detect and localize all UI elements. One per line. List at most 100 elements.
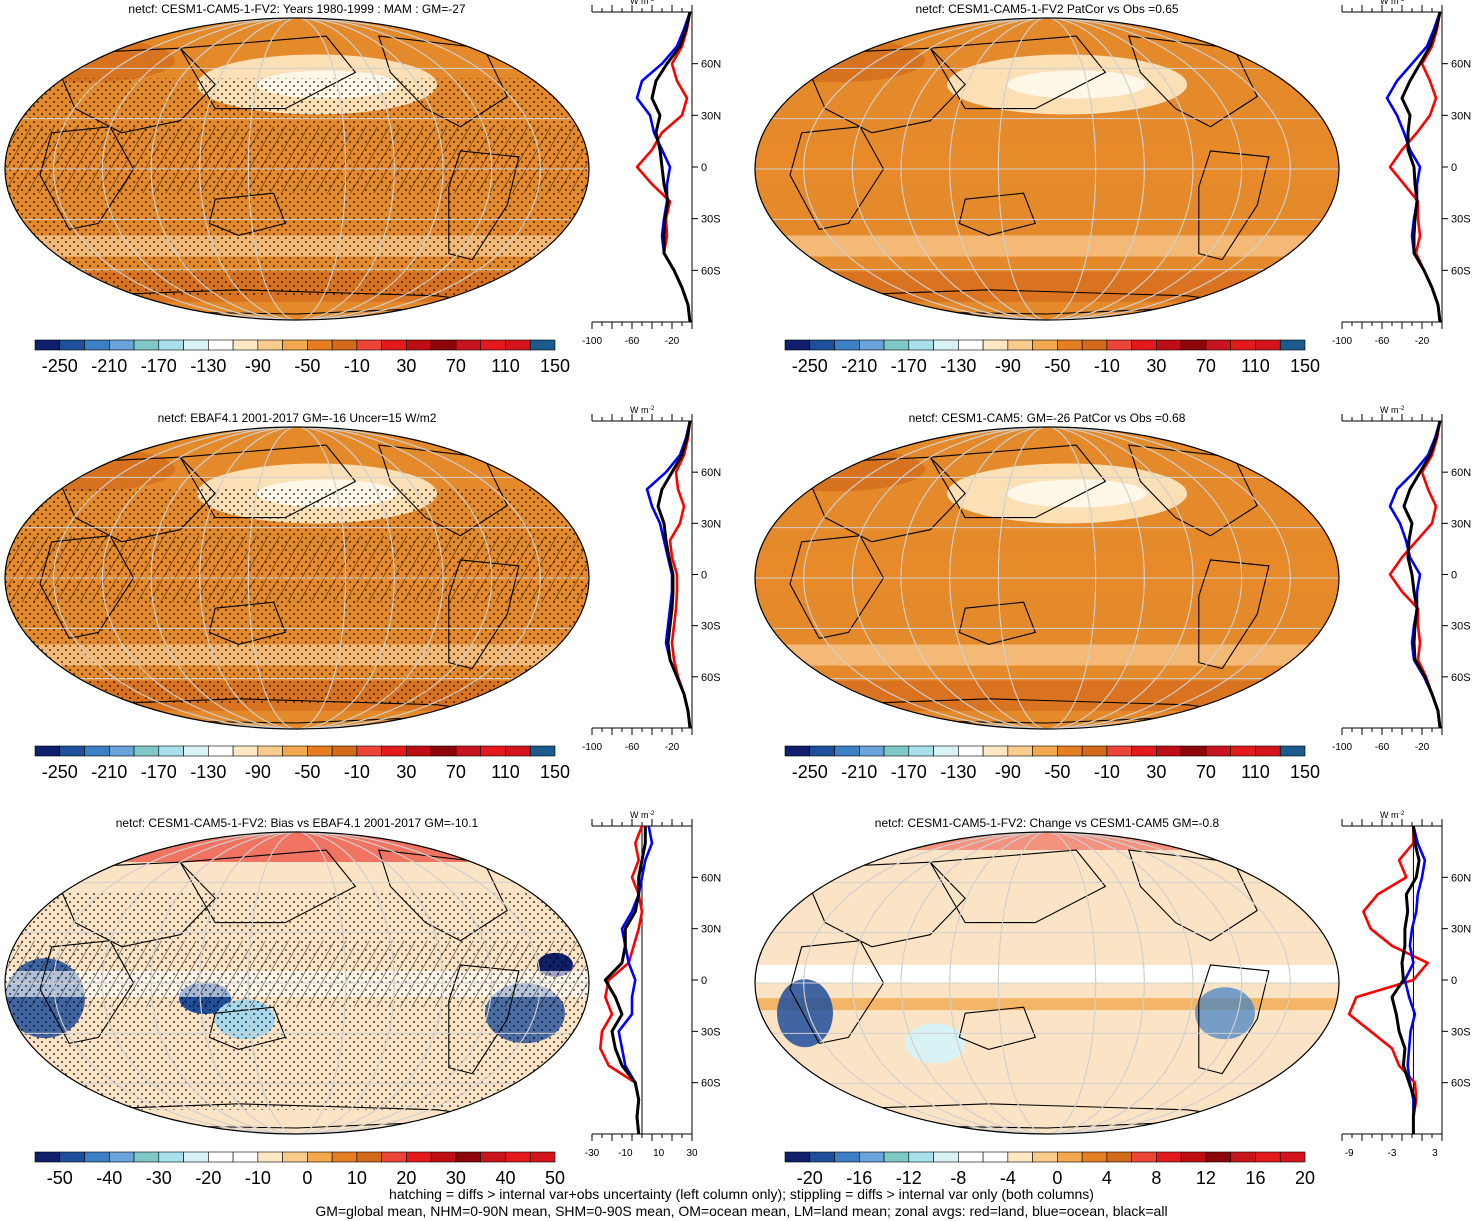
colorbar-swatch [784,745,811,757]
zonal-lat-label: 30N [1451,924,1471,936]
zonal-lat-label: 30N [1451,518,1471,530]
graticule-meridian [949,18,1145,320]
zonal-x-tick-label: -60 [625,742,640,753]
continent-outline [1198,559,1270,670]
colorbar-swatch [1156,1151,1182,1163]
colorbar-swatch [933,745,959,757]
zonal-unit-label: W m [630,810,649,820]
colorbar-label: 70 [1196,356,1216,376]
colorbar-swatch [1230,745,1256,757]
colorbar-label: 110 [1241,356,1270,376]
zonal-lat-label: 30N [701,924,721,936]
colorbar-swatch [505,745,531,757]
map-panel-1 [4,17,590,321]
footer-notes: hatching = diffs > internal var+obs unce… [0,1186,1483,1220]
colorbar-label: -90 [995,356,1021,376]
zonal-x-tick-label: -3 [1388,1148,1397,1159]
colorbar-label: -250 [792,762,828,782]
colorbar-swatch [784,1151,811,1163]
colorbar-1: -250 -210 -170 -130 -90 -50 -10 30 70 110 150 [34,339,570,376]
map-border [4,17,590,321]
zonal-lat-label: 60N [1451,59,1471,71]
colorbar-label: 20 [1295,1168,1315,1188]
colorbar-2: -250 -210 -170 -130 -90 -50 -10 30 70 110 150 [784,339,1320,376]
map-border [4,831,590,1135]
colorbar-label: 0 [302,1168,312,1188]
colorbar-swatch [958,745,984,757]
zonal-plot-6: -9 -3 3 W m -2 60N 30N 0 30S 60S [1341,810,1471,1159]
colorbar-label: 110 [491,762,520,782]
zonal-line-all [1402,420,1442,729]
colorbar-label: -210 [91,762,127,782]
zonal-unit-superscript: -2 [1399,0,1405,3]
colorbar-swatch [1007,1151,1033,1163]
colorbar-swatch [834,745,860,757]
continent-outline [929,35,1107,110]
colorbar-label: -210 [841,762,877,782]
colorbar-swatch [257,745,283,757]
colorbar-swatch [406,1151,432,1163]
zonal-line-land [1388,420,1442,729]
graticule-meridian [247,832,347,1134]
colorbar-swatch [958,1151,984,1163]
zonal-lat-label: 60N [701,59,721,71]
colorbar-swatch [455,745,482,757]
panel-title-5: netcf: CESM1-CAM5-1-FV2: Bias vs EBAF4.1… [115,816,479,830]
colorbar-swatch [834,339,860,351]
zonal-plot-1: -100 -60 -20 W m -2 60N 30N 0 30S 60S [582,0,721,347]
graticule-meridian [53,18,541,320]
graticule-meridian [247,18,347,320]
colorbar-swatch [133,339,160,351]
zonal-unit-superscript: -2 [649,811,655,817]
footer-line-2: GM=global mean, NHM=0-90N mean, SHM=0-90… [315,1203,1168,1219]
colorbar-swatch [406,745,432,757]
colorbar-label: -170 [891,356,927,376]
colorbar-label: 50 [545,1168,565,1188]
colorbar-swatch [34,1151,61,1163]
map-border [754,426,1340,730]
colorbar-swatch [809,339,835,351]
footer-line-1: hatching = diffs > internal var+obs unce… [389,1186,1094,1202]
colorbar-swatch [84,339,110,351]
colorbar-label: -30 [146,1168,172,1188]
zonal-lat-label: 0 [701,570,707,582]
colorbar-swatch [158,745,184,757]
colorbar-label: -50 [294,356,320,376]
colorbar-swatch [1279,1151,1306,1163]
colorbar-swatch [430,745,457,757]
zonal-line-all [1400,11,1442,323]
colorbar-label: 70 [446,356,466,376]
zonal-lat-label: 60N [1451,872,1471,884]
graticule-meridian [851,18,1243,320]
colorbar-swatch [34,339,61,351]
colorbar-label: -130 [940,762,976,782]
colorbar-label: 150 [540,356,570,376]
colorbar-swatch [834,1151,860,1163]
colorbar-label: -10 [344,356,370,376]
map-panel-3 [4,426,590,730]
colorbar-swatch [59,745,85,757]
colorbar-label: -90 [245,356,271,376]
colorbar-swatch [307,339,333,351]
colorbar-label: 30 [396,356,416,376]
colorbar-swatch [1180,339,1207,351]
colorbar-label: -20 [797,1168,823,1188]
colorbar-swatch [356,339,382,351]
zonal-unit-superscript: -2 [649,0,655,3]
zonal-lat-label: 30S [1451,214,1471,226]
colorbar-label: 40 [495,1168,515,1188]
graticule-meridian [997,832,1097,1134]
continent-outline [929,444,1107,519]
colorbar-label: 150 [1290,356,1320,376]
colorbar-swatch [784,339,811,351]
colorbar-label: 30 [1146,762,1166,782]
colorbar-swatch [1255,339,1281,351]
colorbar-swatch [883,339,910,351]
colorbar-swatch [982,339,1009,351]
map-border [754,17,1340,321]
panel-title-4: netcf: CESM1-CAM5: GM=-26 PatCor vs Obs … [908,411,1186,425]
colorbar-label: -50 [1044,762,1070,782]
colorbar-swatch [282,1151,308,1163]
colorbar-swatch [455,339,482,351]
colorbar-swatch [108,745,135,757]
